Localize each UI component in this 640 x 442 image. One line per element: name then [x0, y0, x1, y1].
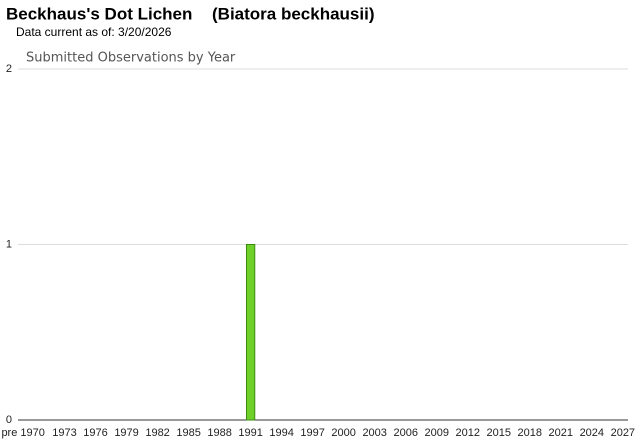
x-tick-label: 1991	[238, 427, 262, 439]
y-tick-label: 0	[6, 414, 12, 426]
x-tick-label: 1988	[207, 427, 231, 439]
scientific-name: (Biatora beckhausii)	[212, 4, 375, 23]
x-tick-label: 2024	[580, 427, 604, 439]
x-tick-label: 2006	[393, 427, 417, 439]
x-tick-label: 2009	[424, 427, 448, 439]
y-tick-label: 2	[6, 63, 12, 75]
bar	[245, 244, 256, 421]
x-tick-label: 1985	[176, 427, 200, 439]
x-tick-label: 2000	[331, 427, 355, 439]
x-tick-label: 2021	[549, 427, 573, 439]
chart-title: Beckhaus's Dot Lichen	[6, 4, 192, 23]
x-tick-label: 2027	[611, 427, 635, 439]
x-tick-label: 1997	[300, 427, 324, 439]
x-tick-label: 1982	[145, 427, 169, 439]
x-tick-label: pre 1970	[1, 427, 44, 439]
x-tick-label: 1976	[83, 427, 107, 439]
x-tick-label: 2003	[362, 427, 386, 439]
x-tick-label: 2012	[456, 427, 480, 439]
x-tick-label: 1973	[52, 427, 76, 439]
x-tick-label: 2015	[487, 427, 511, 439]
x-tick-label: 1979	[114, 427, 138, 439]
plot-title: Submitted Observations by Year	[26, 51, 236, 66]
x-tick-label: 1994	[269, 427, 293, 439]
subtitle: Data current as of: 3/20/2026	[16, 25, 172, 39]
y-tick-label: 1	[6, 238, 12, 250]
x-tick-label: 2018	[518, 427, 542, 439]
